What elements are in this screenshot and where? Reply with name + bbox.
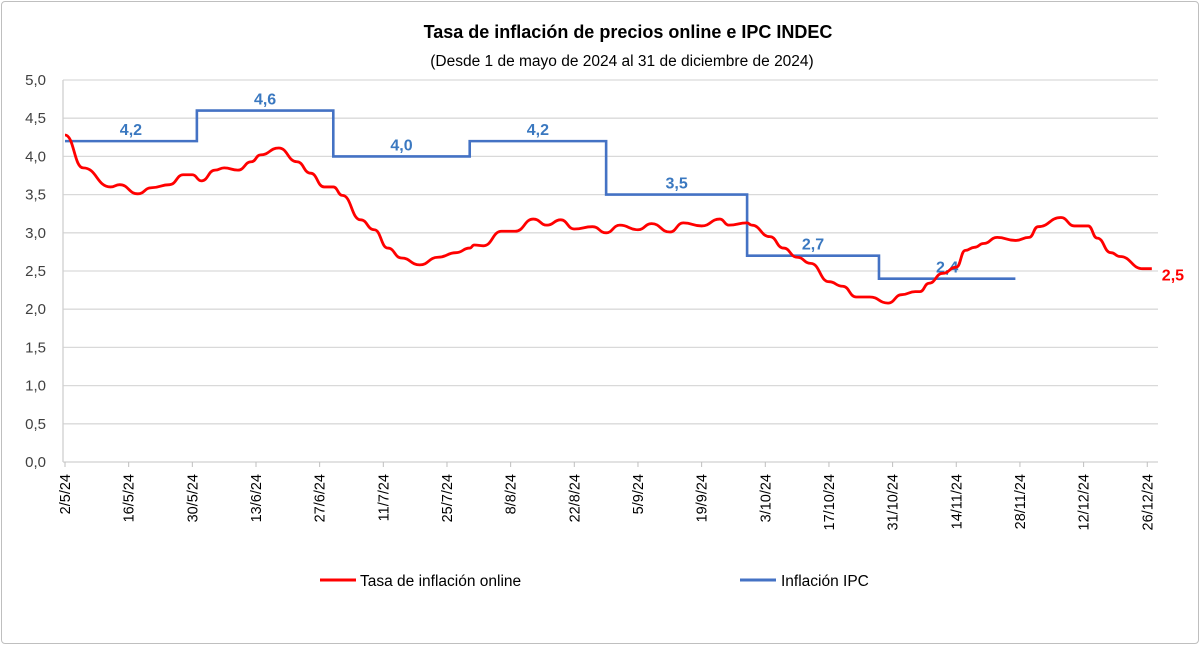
chart-title: Tasa de inflación de precios online e IP… [424, 22, 833, 42]
ipc-data-label: 4,2 [120, 122, 142, 139]
x-tick-label: 2/5/24 [58, 474, 74, 514]
x-tick-label: 31/10/24 [886, 474, 902, 530]
legend: Tasa de inflación online Inflación IPC [320, 573, 869, 590]
ipc-data-label: 4,6 [254, 92, 276, 109]
ipc-data-label: 2,7 [802, 237, 824, 254]
x-tick-label: 13/6/24 [249, 474, 265, 522]
x-tick-label: 26/12/24 [1140, 474, 1156, 530]
chart-subtitle: (Desde 1 de mayo de 2024 al 31 de diciem… [430, 53, 813, 70]
ipc-data-label: 4,2 [527, 122, 549, 139]
x-tick-label: 28/11/24 [1013, 474, 1029, 529]
gridlines [62, 79, 1158, 463]
y-tick-label: 3,5 [25, 187, 46, 204]
x-tick-label: 8/8/24 [504, 474, 520, 514]
x-tick-label: 27/6/24 [313, 474, 329, 522]
x-tick-label: 17/10/24 [822, 474, 838, 530]
x-tick-label: 11/7/24 [376, 474, 392, 521]
x-tick-label: 12/12/24 [1077, 474, 1093, 530]
y-tick-label: 4,0 [25, 148, 46, 165]
x-tick-label: 14/11/24 [949, 474, 965, 529]
x-tick-label: 16/5/24 [122, 474, 138, 522]
ipc-data-label: 3,5 [665, 176, 687, 193]
series-layer: 4,24,64,04,23,52,72,4 2,5 [64, 92, 1184, 305]
y-tick-label: 3,0 [25, 225, 46, 242]
y-tick-label: 0,0 [25, 454, 46, 471]
ipc-data-label: 4,0 [390, 137, 412, 154]
y-tick-label: 4,5 [25, 110, 46, 127]
x-axis-ticks: 2/5/24 16/5/24 30/5/24 13/6/24 27/6/24 11/7/2… [58, 462, 1156, 530]
y-tick-label: 5,0 [25, 72, 46, 89]
online-end-label: 2,5 [1162, 268, 1184, 285]
ipc-step-line [65, 109, 1016, 280]
x-tick-label: 25/7/24 [440, 474, 456, 522]
x-tick-label: 19/9/24 [695, 474, 711, 522]
y-tick-label: 0,5 [25, 416, 46, 433]
x-tick-label: 30/5/24 [185, 474, 201, 522]
y-tick-label: 2,0 [25, 301, 46, 318]
y-tick-label: 2,5 [25, 263, 46, 280]
x-tick-label: 3/10/24 [758, 474, 774, 522]
y-tick-label: 1,5 [25, 339, 46, 356]
legend-label-ipc: Inflación IPC [781, 573, 869, 590]
x-tick-label: 5/9/24 [631, 474, 647, 514]
legend-label-online: Tasa de inflación online [360, 573, 521, 590]
x-tick-label: 22/8/24 [567, 474, 583, 522]
y-axis-ticks: 0,0 0,5 1,0 1,5 2,0 2,5 3,0 3,5 4,0 4,5 5,0 [25, 72, 46, 471]
y-tick-label: 1,0 [25, 378, 46, 395]
